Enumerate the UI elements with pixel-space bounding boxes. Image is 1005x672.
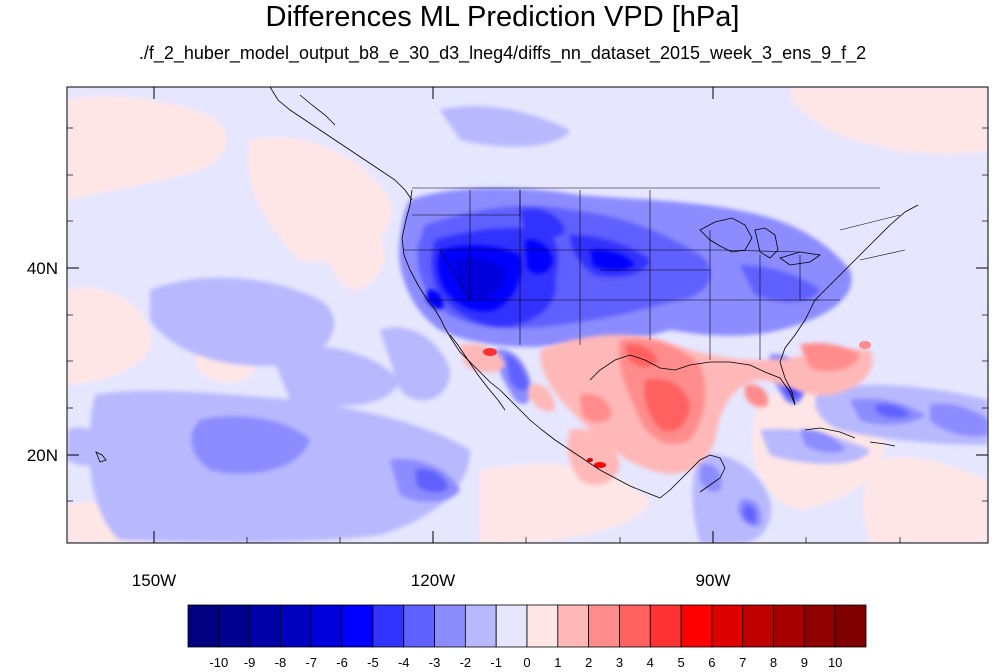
- y-tick-label-20n: 20N: [27, 446, 58, 465]
- colorbar-label: -2: [460, 655, 472, 670]
- colorbar-label: 5: [677, 655, 684, 670]
- colorbar-swatch: [310, 604, 343, 648]
- colorbar-swatch: [619, 604, 651, 648]
- colorbar: -10 -9 -8 -7 -6 -5 -4 -3 -2 -1 0 1 2 3 4 5 6 7 8 9 10: [187, 604, 867, 670]
- colorbar-swatch: [495, 604, 528, 648]
- colorbar-label: -10: [209, 655, 228, 670]
- colorbar-label: 4: [647, 655, 654, 670]
- colorbar-swatch: [403, 604, 435, 648]
- colorbar-label: 10: [828, 655, 842, 670]
- colorbar-swatch: [803, 604, 836, 648]
- colorbar-swatch: [464, 604, 497, 648]
- chart-title: Differences ML Prediction VPD [hPa]: [265, 1, 740, 33]
- colorbar-label: -5: [367, 655, 379, 670]
- colorbar-label: 7: [739, 655, 746, 670]
- colorbar-label: 2: [585, 655, 592, 670]
- chart-subtitle: ./f_2_huber_model_output_b8_e_30_d3_lneg…: [138, 43, 867, 63]
- usa-negative-core: [455, 258, 505, 300]
- colorbar-label: 6: [708, 655, 715, 670]
- colorbar-swatch: [280, 604, 312, 648]
- colorbar-swatch: [526, 604, 559, 648]
- colorbar-label: -3: [429, 655, 441, 670]
- y-tick-label-40n: 40N: [27, 259, 58, 278]
- colorbar-label: -7: [305, 655, 317, 670]
- colorbar-swatch: [372, 604, 405, 648]
- colorbar-swatch: [187, 604, 220, 648]
- colorbar-label: -1: [490, 655, 502, 670]
- colorbar-label: 3: [616, 655, 623, 670]
- colorbar-label: -8: [275, 655, 287, 670]
- colorbar-swatch: [557, 604, 590, 648]
- colorbar-label: -4: [398, 655, 410, 670]
- positive-hotspots: [483, 341, 871, 468]
- x-tick-label-150w: 150W: [132, 571, 176, 590]
- colorbar-swatch: [249, 604, 281, 648]
- axis-ticks: [67, 87, 988, 543]
- coastlines: [95, 87, 919, 499]
- colorbar-label: 8: [770, 655, 777, 670]
- colorbar-swatch: [649, 604, 682, 648]
- colorbar-label: 0: [523, 655, 530, 670]
- colorbar-swatch: [834, 604, 867, 648]
- colorbar-swatch: [588, 604, 620, 648]
- map-field: [67, 87, 988, 543]
- colorbar-swatch: [711, 604, 744, 648]
- x-tick-label-90w: 90W: [696, 571, 731, 590]
- state-borders: [404, 187, 906, 360]
- gulf-positive-strong: [625, 344, 690, 432]
- colorbar-swatch: [341, 604, 374, 648]
- colorbar-label: 1: [554, 655, 561, 670]
- pacific-negative-moderate: [415, 404, 910, 523]
- colorbar-swatch: [218, 604, 251, 648]
- colorbar-swatch: [434, 604, 466, 648]
- colorbar-swatch: [773, 604, 805, 648]
- colorbar-label: -6: [336, 655, 348, 670]
- x-tick-label-120w: 120W: [411, 571, 455, 590]
- colorbar-swatch: [742, 604, 774, 648]
- minor-ticks: [67, 127, 988, 543]
- colorbar-label: 9: [801, 655, 808, 670]
- colorbar-label: -9: [244, 655, 256, 670]
- colorbar-swatch: [680, 604, 713, 648]
